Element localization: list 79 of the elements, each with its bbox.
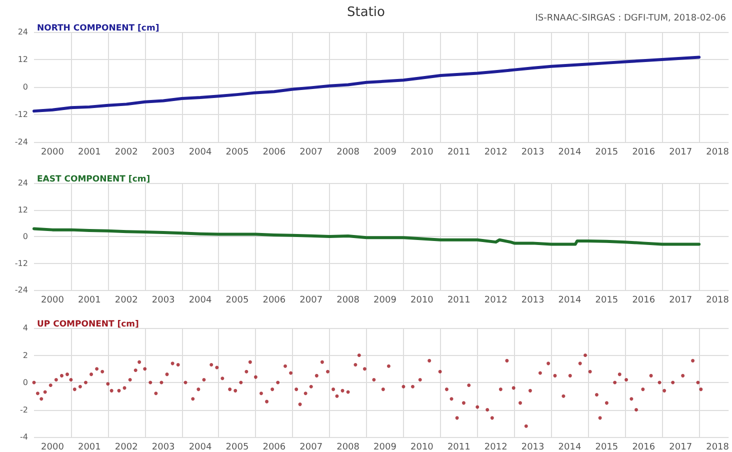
y-tick-label: 24 xyxy=(18,178,28,188)
x-tick-label: 2001 xyxy=(78,442,101,452)
x-tick-label: 2004 xyxy=(188,442,212,452)
y-tick-label: 12 xyxy=(18,55,28,64)
y-tick-label: -12 xyxy=(14,258,28,268)
x-tick-label: 2009 xyxy=(374,296,397,306)
x-tick-label: 2003 xyxy=(152,442,175,452)
x-tick-label: 2008 xyxy=(336,296,360,306)
x-tick-label: 2013 xyxy=(521,296,544,306)
x-tick-label: 2015 xyxy=(595,296,618,306)
x-tick-label: 2009 xyxy=(374,442,397,452)
y-tick-label: -12 xyxy=(14,110,28,119)
y-tick-label: 24 xyxy=(18,28,28,36)
y-tick-label: -24 xyxy=(14,286,28,294)
x-tick-label: 2007 xyxy=(300,296,323,306)
x-tick-label: 2005 xyxy=(226,442,249,452)
x-tick-label: 2010 xyxy=(410,442,434,452)
y-tick-label: 2 xyxy=(22,350,28,360)
x-tick-label: 2014 xyxy=(558,296,582,306)
x-tick-label: 2002 xyxy=(114,296,138,306)
x-tick-label: 2018 xyxy=(706,148,730,158)
x-tick-label: 2003 xyxy=(152,148,175,158)
x-tick-label: 2008 xyxy=(336,442,360,452)
x-tick-label: 2008 xyxy=(336,148,360,158)
x-tick-label: 2002 xyxy=(114,442,138,452)
x-tick-label: 2007 xyxy=(300,442,323,452)
x-tick-label: 2015 xyxy=(595,148,618,158)
x-tick-label: 2015 xyxy=(595,442,618,452)
x-tick-label: 2007 xyxy=(300,148,323,158)
x-tick-label: 2006 xyxy=(262,296,286,306)
x-tick-label: 2004 xyxy=(188,296,212,306)
x-tick-label: 2018 xyxy=(706,442,730,452)
x-tick-label: 2018 xyxy=(706,296,730,306)
line-series xyxy=(32,227,701,246)
x-tick-label: 2011 xyxy=(447,442,470,452)
line-series xyxy=(32,56,701,113)
x-tick-label: 2003 xyxy=(152,296,175,306)
x-tick-label: 2001 xyxy=(78,148,101,158)
x-tick-label: 2000 xyxy=(41,442,64,452)
x-tick-label: 2017 xyxy=(669,296,692,306)
y-tick-label: 12 xyxy=(18,205,28,214)
x-tick-label: 2006 xyxy=(262,148,286,158)
x-tick-label: 2006 xyxy=(262,442,286,452)
x-tick-label: 2009 xyxy=(374,148,397,158)
x-tick-label: 2016 xyxy=(632,442,656,452)
text: Statio xyxy=(347,5,386,20)
x-tick-label: 2001 xyxy=(78,296,101,306)
x-tick-label: 2012 xyxy=(484,296,508,306)
x-tick-label: 2005 xyxy=(226,148,249,158)
x-tick-label: 2012 xyxy=(484,442,508,452)
y-tick-label: 0 xyxy=(22,82,28,92)
text: IS-RNAAC-SIRGAS : DGFI-TUM, 2018-02-06 xyxy=(535,14,726,24)
x-tick-label: 2011 xyxy=(447,148,470,158)
x-tick-label: 2013 xyxy=(521,442,544,452)
x-tick-label: 2000 xyxy=(41,148,64,158)
x-tick-label: 2012 xyxy=(484,148,508,158)
x-tick-label: 2002 xyxy=(114,148,138,158)
y-tick-label: 0 xyxy=(22,232,28,241)
chart-title: NORTH COMPONENT [cm] xyxy=(37,24,160,34)
x-tick-label: 2010 xyxy=(410,296,434,306)
y-tick-label: -4 xyxy=(20,432,28,442)
x-tick-label: 2016 xyxy=(632,148,656,158)
x-tick-label: 2010 xyxy=(410,148,434,158)
x-tick-label: 2016 xyxy=(632,296,656,306)
x-tick-label: 2000 xyxy=(41,296,64,306)
y-tick-label: 0 xyxy=(22,378,28,387)
chart-title: EAST COMPONENT [cm] xyxy=(37,174,150,184)
x-tick-label: 2017 xyxy=(669,148,692,158)
x-tick-label: 2013 xyxy=(521,148,544,158)
x-tick-label: 2004 xyxy=(188,148,212,158)
x-tick-label: 2014 xyxy=(558,148,582,158)
x-tick-label: 2017 xyxy=(669,442,692,452)
y-tick-label: -24 xyxy=(14,138,28,146)
x-tick-label: 2011 xyxy=(447,296,470,306)
chart-title: UP COMPONENT [cm] xyxy=(37,320,140,330)
y-tick-label: 4 xyxy=(22,324,28,332)
x-tick-label: 2014 xyxy=(558,442,582,452)
y-tick-label: -2 xyxy=(20,405,28,414)
x-tick-label: 2005 xyxy=(226,296,249,306)
